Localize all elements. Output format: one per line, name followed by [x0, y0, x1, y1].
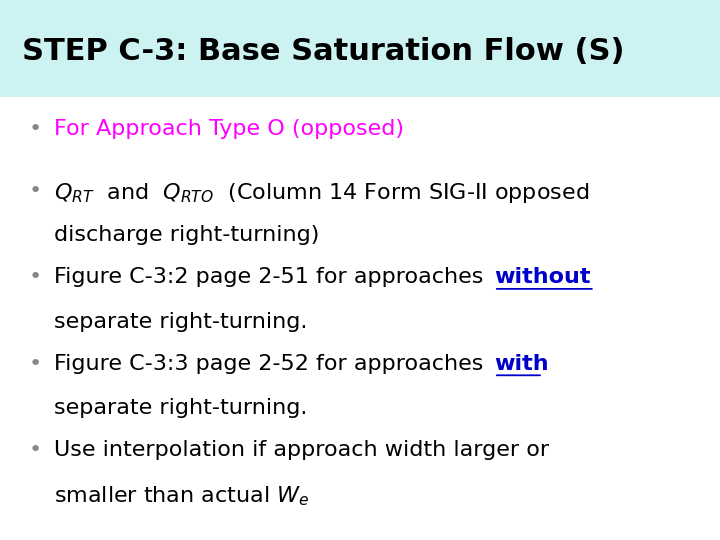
Text: •: • — [29, 440, 42, 460]
Text: separate right-turning.: separate right-turning. — [54, 312, 307, 332]
Text: Figure C-3:2 page 2-51 for approaches: Figure C-3:2 page 2-51 for approaches — [54, 267, 490, 287]
Text: STEP C-3: Base Saturation Flow (S): STEP C-3: Base Saturation Flow (S) — [22, 37, 624, 66]
Text: For Approach Type O (opposed): For Approach Type O (opposed) — [54, 119, 404, 139]
Text: •: • — [29, 354, 42, 374]
Text: smaller than actual $W_e$: smaller than actual $W_e$ — [54, 484, 309, 508]
Text: discharge right-turning): discharge right-turning) — [54, 225, 320, 245]
Text: •: • — [29, 267, 42, 287]
Text: •: • — [29, 181, 42, 201]
Text: •: • — [29, 119, 42, 139]
Text: without: without — [494, 267, 590, 287]
Text: Figure C-3:3 page 2-52 for approaches: Figure C-3:3 page 2-52 for approaches — [54, 354, 490, 374]
Text: $Q_{RT}$  and  $Q_{RTO}$  (Column 14 Form SIG-II opposed: $Q_{RT}$ and $Q_{RTO}$ (Column 14 Form S… — [54, 181, 589, 205]
Text: Use interpolation if approach width larger or: Use interpolation if approach width larg… — [54, 440, 549, 460]
Text: separate right-turning.: separate right-turning. — [54, 398, 307, 418]
FancyBboxPatch shape — [0, 0, 720, 97]
Text: with: with — [494, 354, 549, 374]
